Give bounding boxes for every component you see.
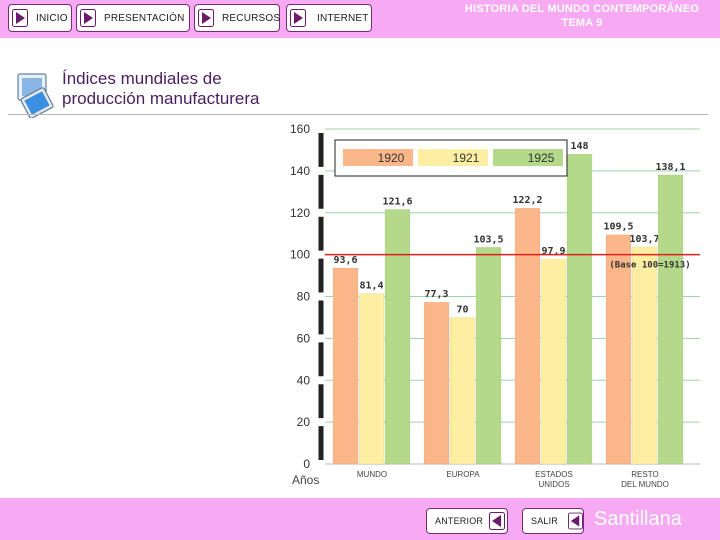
legend-swatch-1925 <box>493 149 563 166</box>
page-title-line1: Índices mundiales de <box>62 69 222 88</box>
play-arrow-icon <box>290 9 306 27</box>
data-label: 148 <box>570 141 588 152</box>
salir-button[interactable]: SALIR <box>522 508 584 534</box>
recursos-label: RECURSOS <box>222 12 281 24</box>
data-label: 103,7 <box>629 234 659 245</box>
legend-swatch-1920 <box>343 149 413 166</box>
bar-1925-0 <box>384 209 411 465</box>
data-label: 121,6 <box>382 196 412 207</box>
legend-label: 1921 <box>453 151 480 165</box>
header-title: HISTORIA DEL MUNDO CONTEMPORÁNEO TEMA 9 <box>448 2 716 30</box>
bottom-bar <box>0 498 720 540</box>
y-tick-label: 80 <box>297 290 311 304</box>
salir-label: SALIR <box>531 516 559 526</box>
category-label: EUROPA <box>446 470 480 479</box>
bar-1920-0 <box>332 267 359 465</box>
y-tick-label: 160 <box>290 122 310 136</box>
title-divider <box>8 114 708 115</box>
y-tick-label: 100 <box>290 248 310 262</box>
category-label: ESTADOS <box>535 470 573 479</box>
bar-1920-1 <box>423 301 450 465</box>
internet-label: INTERNET <box>317 12 369 24</box>
category-label: MUNDO <box>357 470 387 479</box>
y-tick-label: 140 <box>290 164 310 178</box>
play-arrow-icon <box>198 9 214 27</box>
category-label: DEL MUNDO <box>621 480 669 489</box>
bar-1921-0 <box>358 293 385 465</box>
data-label: 70 <box>456 304 468 315</box>
y-tick-label: 120 <box>290 206 310 220</box>
data-label: 93,6 <box>333 255 357 266</box>
back-arrow-icon <box>568 512 583 530</box>
header-title-line1: HISTORIA DEL MUNDO CONTEMPORÁNEO <box>464 3 700 15</box>
bar-1921-1 <box>449 317 476 465</box>
data-label: 97,9 <box>541 246 565 257</box>
bar-1925-3 <box>657 174 684 465</box>
bar-1925-1 <box>475 246 502 465</box>
x-axis-title: Años <box>292 473 319 487</box>
bar-1925-2 <box>566 153 593 465</box>
recursos-button[interactable]: RECURSOS <box>194 4 280 32</box>
back-arrow-icon <box>489 512 506 530</box>
bar-1920-3 <box>605 234 632 465</box>
category-label: UNIDOS <box>538 480 569 489</box>
play-arrow-icon <box>12 9 28 27</box>
legend-label: 1925 <box>528 151 555 165</box>
legend-swatch-1921 <box>418 149 488 166</box>
y-tick-label: 40 <box>297 373 311 387</box>
y-tick-label: 0 <box>303 457 310 471</box>
inicio-label: INICIO <box>36 12 68 24</box>
data-label: 122,2 <box>512 195 542 206</box>
anterior-button[interactable]: ANTERIOR <box>426 508 508 534</box>
presentacion-button[interactable]: PRESENTACIÓN <box>76 4 190 32</box>
legend-label: 1920 <box>378 151 405 165</box>
y-tick-label: 20 <box>297 415 311 429</box>
internet-button[interactable]: INTERNET <box>286 4 372 32</box>
data-label: 103,5 <box>473 234 503 245</box>
header-title-line2: TEMA 9 <box>561 17 603 29</box>
base-label: (Base 100=1913) <box>609 261 690 271</box>
data-label: 77,3 <box>424 289 448 300</box>
play-arrow-icon <box>80 9 96 27</box>
category-label: RESTO <box>631 470 658 479</box>
bar-1921-3 <box>631 246 658 465</box>
presentation-icon <box>17 73 54 118</box>
page-title-line2: producción manufacturera <box>62 89 260 108</box>
inicio-button[interactable]: INICIO <box>8 4 72 32</box>
data-label: 109,5 <box>603 222 633 233</box>
bar-1920-2 <box>514 207 541 465</box>
anterior-label: ANTERIOR <box>435 516 484 526</box>
presentacion-label: PRESENTACIÓN <box>104 12 185 24</box>
production-index-chart: 0 20 40 60 80 100 120 140 160 93,6 81,4 121,6 MUNDO 7… <box>290 122 700 489</box>
data-label: 81,4 <box>359 281 383 292</box>
bar-1921-2 <box>540 258 567 465</box>
page-title: Índices mundiales de producción manufact… <box>62 69 260 109</box>
y-tick-label: 60 <box>297 331 311 345</box>
brand-logo: Santillana <box>594 508 682 530</box>
data-label: 138,1 <box>655 162 685 173</box>
